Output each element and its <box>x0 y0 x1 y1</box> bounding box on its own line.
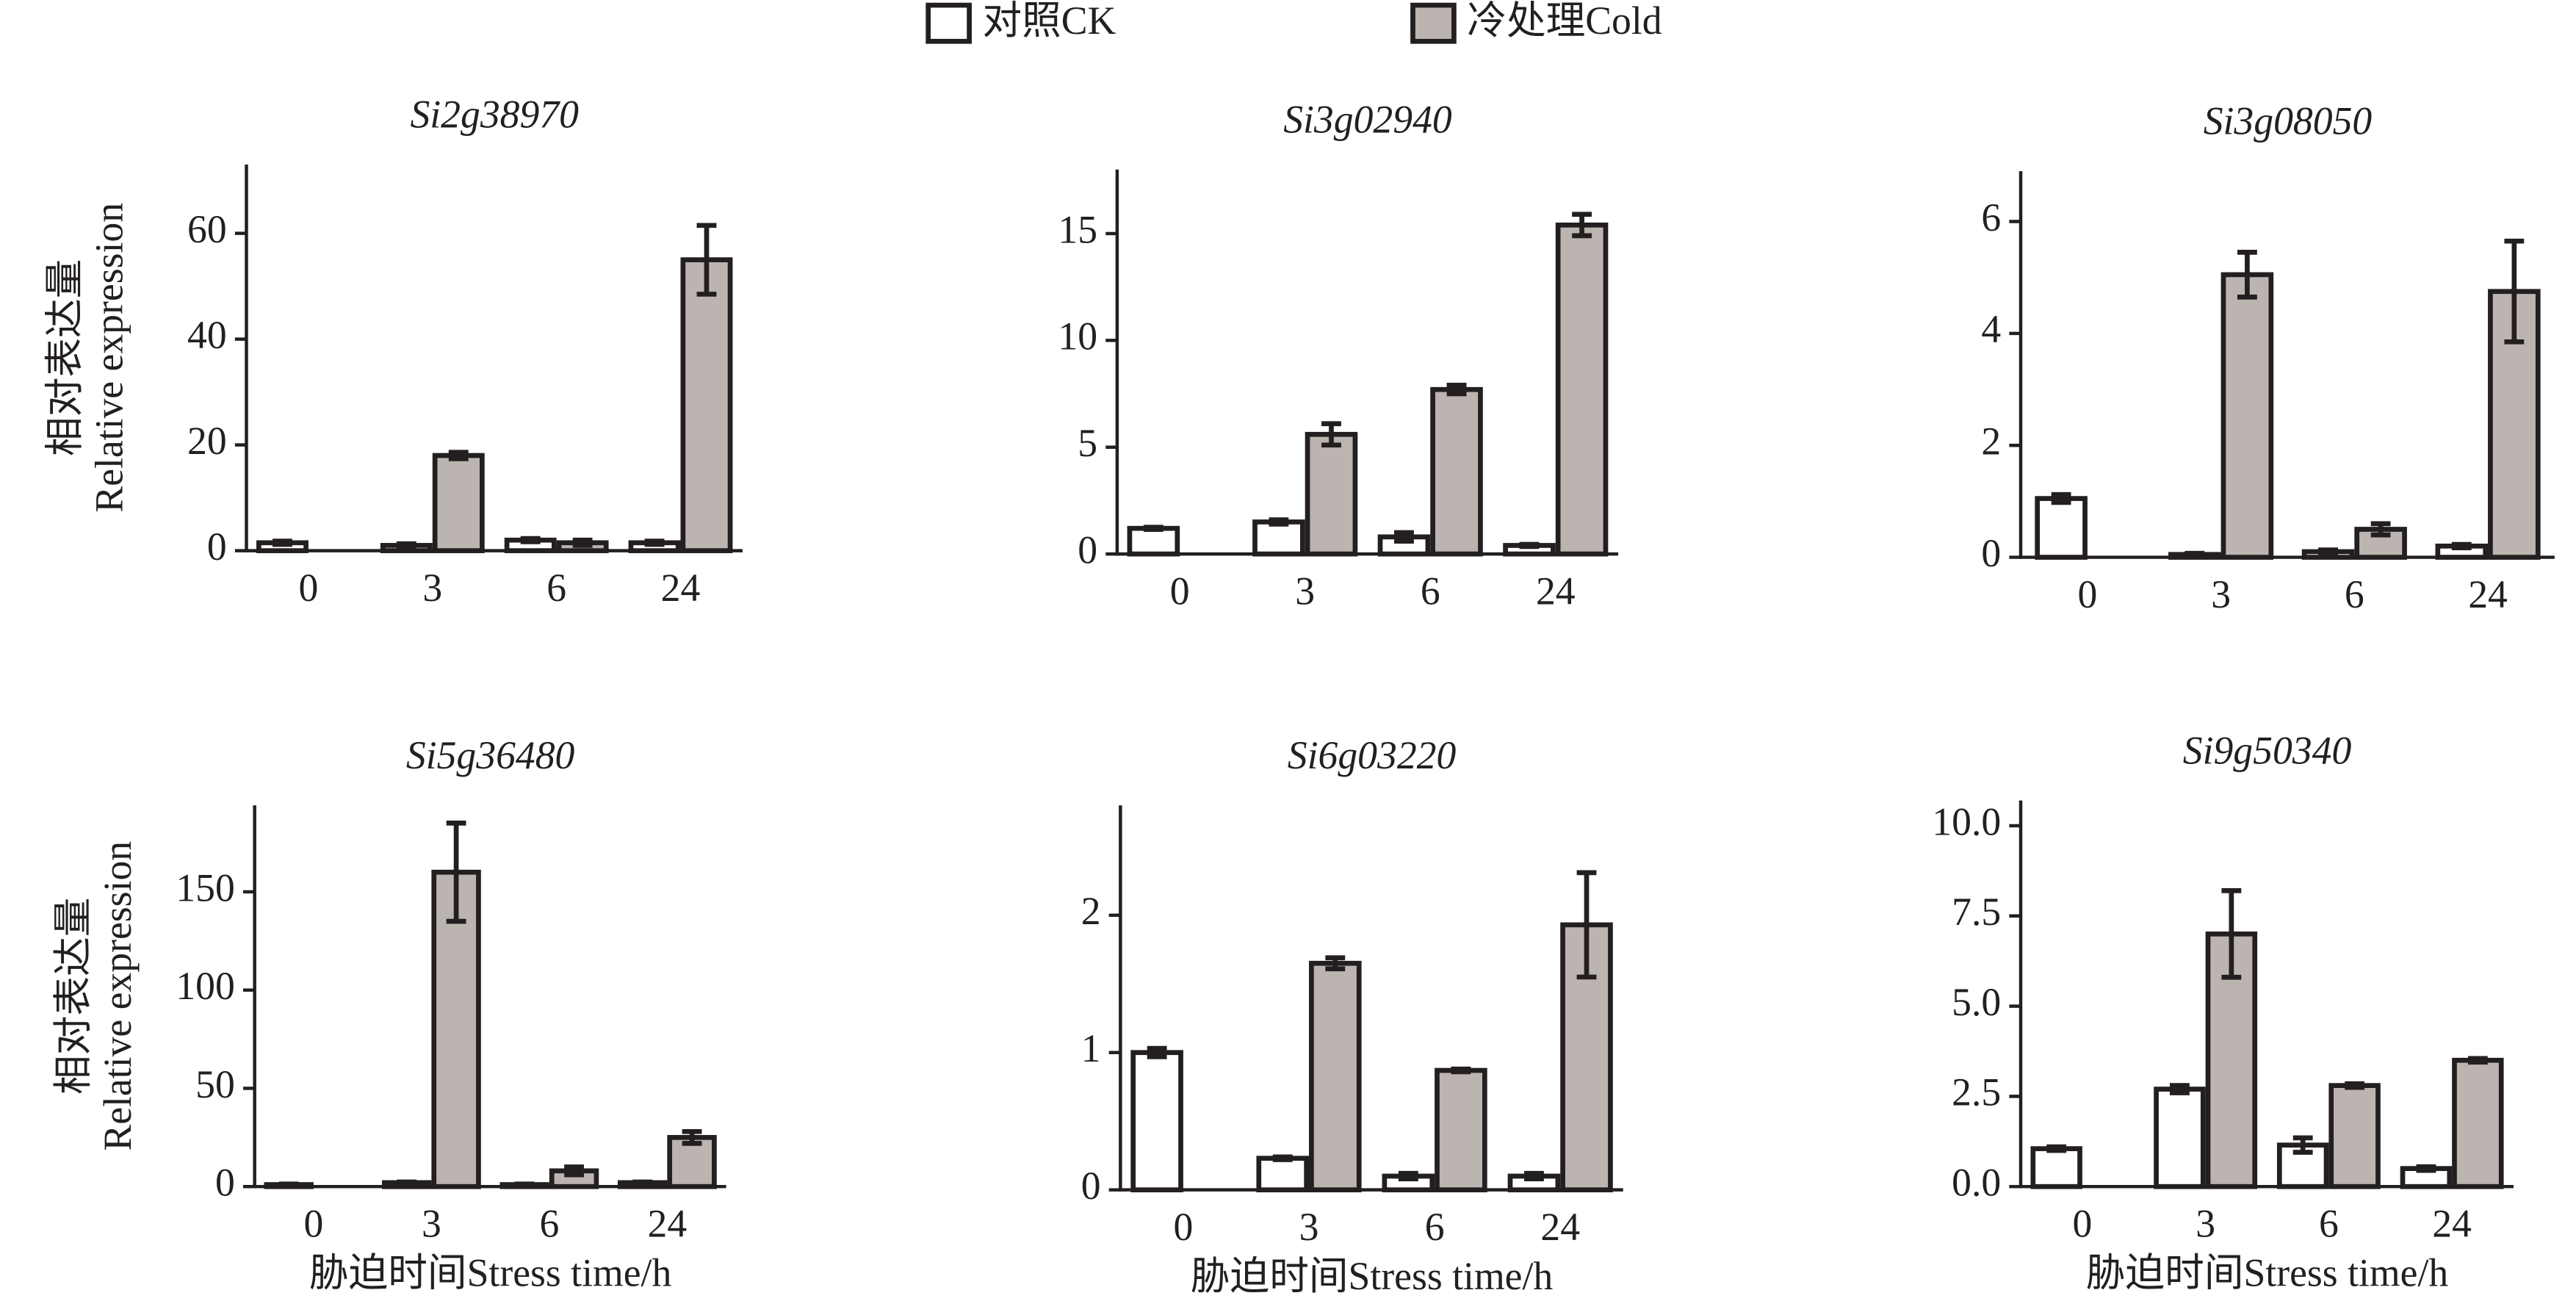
bar <box>1435 1067 1487 1193</box>
legend-swatch <box>926 2 972 44</box>
x-axis-label: 胁迫时间Stress time/h <box>309 1251 672 1295</box>
bar <box>680 257 733 553</box>
y-tick-label: 1 <box>1081 1026 1101 1070</box>
bar <box>1256 1156 1310 1193</box>
y-tick-label: 2 <box>1081 889 1101 933</box>
x-tick-label: 6 <box>1421 569 1440 613</box>
x-tick-label: 3 <box>2196 1201 2215 1245</box>
y-tick-label: 7.5 <box>1952 890 2001 934</box>
y-tick-label: 0 <box>1081 1164 1101 1208</box>
y-axis-label: Relative expression <box>87 203 131 513</box>
y-tick-label: 60 <box>187 207 227 251</box>
x-tick-label: 0 <box>299 566 319 610</box>
x-tick-label: 24 <box>1540 1205 1580 1249</box>
y-tick-label: 0 <box>1078 527 1097 572</box>
bar <box>2328 1083 2381 1189</box>
chart-title: Si9g50340 <box>2183 728 2352 772</box>
chart-title: Si2g38970 <box>410 93 579 137</box>
y-tick-label: 5.0 <box>1952 980 2001 1024</box>
x-tick-label: 24 <box>2432 1201 2472 1245</box>
bar <box>432 453 485 553</box>
x-axis-label: 胁迫时间Stress time/h <box>2086 1251 2449 1295</box>
y-axis-label: 相对表达量 <box>43 259 87 456</box>
x-tick-label: 24 <box>1536 569 1576 613</box>
bar <box>1305 431 1358 557</box>
bar <box>1555 222 1609 557</box>
y-tick-label: 150 <box>176 865 234 909</box>
legend-label: 冷处理Cold <box>1467 0 1662 43</box>
y-tick-label: 0 <box>1981 531 2001 575</box>
y-tick-label: 40 <box>187 313 227 357</box>
bar <box>1130 1050 1183 1193</box>
bar <box>2030 1146 2082 1189</box>
chart-title: Si3g08050 <box>2204 99 2373 143</box>
y-tick-label: 10 <box>1058 314 1097 359</box>
x-tick-label: 6 <box>1425 1205 1445 1249</box>
bar <box>1430 386 1483 557</box>
x-tick-label: 24 <box>2468 572 2508 616</box>
y-axis-label: Relative expression <box>95 841 140 1151</box>
x-axis-label: 胁迫时间Stress time/h <box>1191 1254 1554 1298</box>
y-tick-label: 0 <box>207 525 227 569</box>
x-tick-label: 3 <box>422 566 442 610</box>
bar <box>1127 525 1180 557</box>
y-axis-label: 相对表达量 <box>51 898 95 1095</box>
x-tick-label: 6 <box>2319 1201 2339 1245</box>
x-tick-label: 0 <box>303 1201 323 1245</box>
bar <box>2035 496 2088 560</box>
x-tick-label: 0 <box>2077 572 2097 616</box>
x-tick-label: 24 <box>648 1201 688 1245</box>
y-tick-label: 0 <box>215 1160 235 1204</box>
x-tick-label: 3 <box>2211 572 2231 616</box>
y-tick-label: 10.0 <box>1932 799 2001 843</box>
chart-title: Si3g02940 <box>1283 97 1452 141</box>
x-tick-label: 3 <box>1295 569 1315 613</box>
y-tick-label: 4 <box>1981 307 2001 351</box>
y-tick-label: 20 <box>187 419 227 463</box>
legend-label: 对照CK <box>982 0 1116 43</box>
bar <box>2220 272 2274 560</box>
bar <box>1309 960 1362 1193</box>
x-tick-label: 3 <box>422 1201 441 1245</box>
y-tick-label: 0.0 <box>1952 1160 2001 1204</box>
bar <box>2452 1057 2504 1189</box>
y-tick-label: 100 <box>176 964 234 1008</box>
y-tick-label: 6 <box>1981 195 2001 239</box>
bar <box>2154 1087 2206 1189</box>
x-tick-label: 6 <box>546 566 566 610</box>
chart-title: Si6g03220 <box>1288 733 1457 777</box>
y-tick-label: 15 <box>1058 207 1097 251</box>
x-tick-label: 6 <box>539 1201 559 1245</box>
x-tick-label: 6 <box>2345 572 2364 616</box>
x-tick-label: 24 <box>661 566 701 610</box>
chart-title: Si5g36480 <box>406 733 575 777</box>
x-tick-label: 0 <box>2072 1201 2092 1245</box>
y-tick-label: 5 <box>1078 421 1097 465</box>
y-tick-label: 2.5 <box>1952 1070 2001 1114</box>
legend-swatch <box>1410 2 1457 44</box>
bar <box>1252 519 1305 557</box>
x-tick-label: 0 <box>1174 1205 1194 1249</box>
y-tick-label: 50 <box>195 1062 235 1106</box>
y-tick-label: 2 <box>1981 419 2001 464</box>
x-tick-label: 0 <box>1170 569 1190 613</box>
x-tick-label: 3 <box>1299 1205 1319 1249</box>
